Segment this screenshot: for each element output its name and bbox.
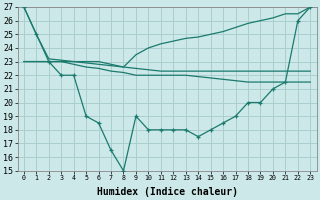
- X-axis label: Humidex (Indice chaleur): Humidex (Indice chaleur): [97, 186, 237, 197]
